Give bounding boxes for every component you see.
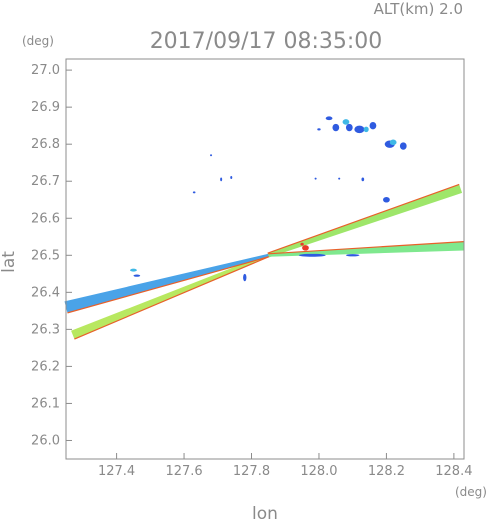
echo-point <box>130 268 137 272</box>
y-unit-label: (deg) <box>22 34 54 48</box>
radar-beam-edge <box>268 240 464 255</box>
echo-point <box>300 242 304 246</box>
echo-point <box>314 177 317 180</box>
echo-point <box>332 123 340 132</box>
radar-beam <box>267 184 463 258</box>
echo-point <box>338 177 341 180</box>
radar-beam-edge <box>267 183 460 254</box>
chart-subtitle: ALT(km) 2.0 <box>374 0 463 18</box>
echo-point <box>325 116 333 121</box>
echo-point <box>354 125 365 134</box>
echo-point <box>361 177 365 182</box>
echo-layer <box>130 116 407 282</box>
echo-point <box>342 119 350 125</box>
echo-point <box>133 274 141 277</box>
echo-point <box>230 176 233 180</box>
x-tick-label: 128.4 <box>435 464 472 479</box>
y-tick-label: 26.6 <box>31 211 60 226</box>
y-axis-label: lat <box>0 251 19 273</box>
x-unit-label: (deg) <box>455 485 487 499</box>
x-axis-ticks: 127.4 127.6 127.8 128.0 128.2 128.4 <box>98 453 472 479</box>
y-axis-ticks: 26.0 26.1 26.2 26.3 26.4 26.5 26.6 26.7 26.8 26.9… <box>31 63 72 448</box>
y-tick-label: 26.2 <box>31 359 60 374</box>
y-tick-label: 26.1 <box>31 396 60 411</box>
echo-point <box>345 123 353 132</box>
beam-layer <box>64 183 465 340</box>
echo-point <box>317 128 321 131</box>
echo-point <box>383 196 390 203</box>
echo-point <box>220 177 223 182</box>
x-tick-label: 128.0 <box>300 464 337 479</box>
y-tick-label: 26.8 <box>31 137 60 152</box>
x-tick-label: 127.6 <box>165 464 202 479</box>
radar-beam <box>64 253 269 313</box>
y-tick-label: 26.4 <box>31 285 60 300</box>
chart-title: 2017/09/17 08:35:00 <box>150 29 383 54</box>
y-tick-label: 26.0 <box>31 433 60 448</box>
x-tick-label: 127.8 <box>233 464 270 479</box>
echo-point <box>345 254 360 257</box>
y-tick-label: 27.0 <box>31 63 60 78</box>
x-tick-label: 128.2 <box>368 464 405 479</box>
x-tick-label: 127.4 <box>98 464 135 479</box>
echo-point <box>243 273 247 282</box>
echo-point <box>363 126 369 133</box>
y-tick-label: 26.7 <box>31 174 60 189</box>
radar-beam-edge <box>67 256 269 314</box>
echo-point <box>389 139 397 146</box>
y-tick-label: 26.3 <box>31 322 60 337</box>
echo-point <box>399 142 407 150</box>
echo-point <box>298 253 326 257</box>
echo-point <box>302 245 309 251</box>
echo-point <box>369 121 377 130</box>
echo-point <box>210 154 213 157</box>
plot-frame <box>65 58 465 460</box>
echo-point <box>192 191 196 194</box>
y-tick-label: 26.9 <box>31 100 60 115</box>
x-axis-label: lon <box>252 504 278 521</box>
radar-beam <box>71 253 269 340</box>
radar-beam <box>268 241 465 257</box>
y-tick-label: 26.5 <box>31 248 60 263</box>
radar-beam-edge <box>74 256 270 340</box>
